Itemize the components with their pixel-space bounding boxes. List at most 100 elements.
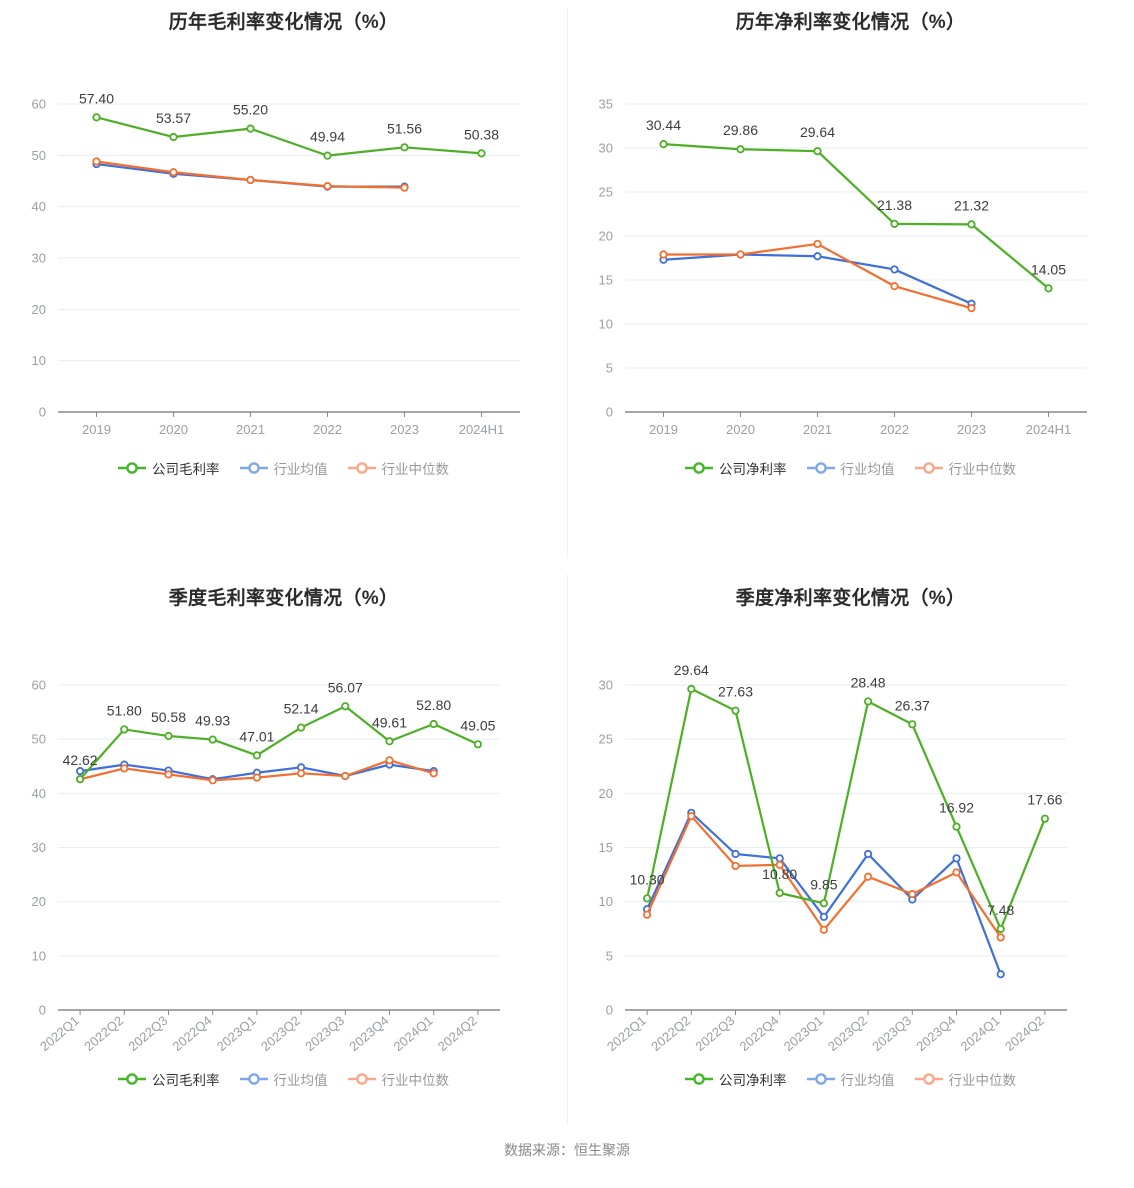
svg-text:5: 5 (606, 948, 613, 963)
svg-text:51.56: 51.56 (387, 120, 422, 136)
svg-text:29.64: 29.64 (674, 662, 709, 678)
plot-annual-net-margin: 0 5 10 15 20 25 30 35 2019 2020 2021 2022 2023 2024H1… (567, 34, 1134, 454)
svg-text:20: 20 (599, 786, 613, 801)
svg-text:60: 60 (32, 678, 46, 693)
svg-text:2023Q4: 2023Q4 (346, 1013, 391, 1054)
svg-text:40: 40 (32, 786, 46, 801)
svg-text:29.64: 29.64 (800, 124, 835, 140)
legend-item-industry-average[interactable]: 行业均值 (806, 458, 895, 478)
svg-text:26.37: 26.37 (895, 697, 930, 713)
legend-marker-company-icon (685, 1073, 713, 1085)
svg-text:17.66: 17.66 (1027, 792, 1062, 808)
legend-item-industry-average[interactable]: 行业均值 (239, 458, 328, 478)
svg-text:50.38: 50.38 (464, 126, 499, 142)
svg-text:21.38: 21.38 (877, 197, 912, 213)
legend-label-industry-median: 行业中位数 (948, 462, 1017, 477)
svg-text:60: 60 (32, 97, 46, 112)
legend-label-industry-average: 行业均值 (840, 1073, 895, 1088)
svg-text:2022Q3: 2022Q3 (692, 1013, 737, 1054)
chart-title-quarterly-gross-margin: 季度毛利率变化情况（%） (168, 588, 399, 609)
legend-item-company[interactable]: 公司净利率 (685, 1069, 787, 1089)
svg-text:2023Q1: 2023Q1 (214, 1013, 259, 1054)
plot-quarterly-gross-margin: 0 10 20 30 40 50 60 2022Q1 2022Q2 2022Q3 2022Q4 202… (0, 610, 567, 1065)
svg-text:2024Q1: 2024Q1 (958, 1013, 1003, 1054)
svg-text:28.48: 28.48 (851, 674, 886, 690)
svg-text:29.86: 29.86 (723, 122, 758, 138)
chart-title-quarterly-net-margin: 季度净利率变化情况（%） (735, 588, 966, 609)
svg-text:2023Q3: 2023Q3 (869, 1013, 914, 1054)
legend-item-industry-median[interactable]: 行业中位数 (347, 1069, 450, 1089)
svg-text:53.57: 53.57 (156, 110, 191, 126)
svg-text:21.32: 21.32 (954, 197, 989, 213)
legend-item-industry-median[interactable]: 行业中位数 (914, 1069, 1016, 1089)
svg-text:25: 25 (599, 185, 613, 200)
legend-marker-industry-median-icon (914, 462, 943, 474)
svg-text:2024H1: 2024H1 (1026, 422, 1072, 437)
legend-item-industry-median[interactable]: 行业中位数 (347, 458, 450, 478)
svg-text:30: 30 (599, 141, 613, 156)
legend-label-company: 公司净利率 (719, 462, 787, 477)
legend-item-company[interactable]: 公司净利率 (685, 458, 787, 478)
svg-text:40: 40 (32, 199, 46, 214)
legend-label-company: 公司净利率 (719, 1073, 787, 1088)
svg-text:2023Q4: 2023Q4 (913, 1013, 958, 1054)
svg-text:2020: 2020 (159, 422, 188, 437)
svg-text:2022: 2022 (880, 422, 909, 437)
legend-annual-net-margin: 公司净利率 行业均值 行业中位数 (567, 458, 1134, 478)
svg-text:2023Q3: 2023Q3 (302, 1013, 347, 1054)
svg-text:2022Q1: 2022Q1 (37, 1013, 82, 1054)
legend-marker-industry-median-icon (914, 1073, 943, 1085)
legend-marker-industry-median-icon (347, 1073, 376, 1085)
legend-marker-industry-average-icon (239, 462, 268, 474)
svg-text:2019: 2019 (82, 422, 111, 437)
legend-item-company[interactable]: 公司毛利率 (118, 458, 220, 478)
plot-annual-gross-margin: 0 10 20 30 40 50 60 2019 2020 2021 2022 2023 2024H1 5… (0, 34, 567, 454)
svg-text:10.30: 10.30 (630, 871, 665, 887)
panel-divider-top (567, 8, 568, 558)
svg-text:2022Q3: 2022Q3 (125, 1013, 170, 1054)
svg-text:2023: 2023 (390, 422, 419, 437)
svg-text:2023Q2: 2023Q2 (825, 1013, 870, 1054)
legend-marker-industry-average-icon (239, 1073, 268, 1085)
legend-quarterly-gross-margin: 公司毛利率 行业均值 行业中位数 (0, 1069, 567, 1089)
svg-text:2022Q1: 2022Q1 (604, 1013, 649, 1054)
svg-text:2019: 2019 (649, 422, 678, 437)
legend-label-company: 公司毛利率 (152, 1073, 220, 1088)
svg-text:20: 20 (32, 302, 46, 317)
svg-text:30: 30 (32, 251, 46, 266)
svg-text:2023: 2023 (957, 422, 986, 437)
svg-text:10: 10 (599, 317, 613, 332)
legend-marker-company-icon (118, 1073, 146, 1085)
svg-text:10.80: 10.80 (762, 866, 797, 882)
legend-label-industry-median: 行业中位数 (381, 462, 450, 477)
legend-label-industry-median: 行业中位数 (381, 1073, 450, 1088)
svg-text:50: 50 (32, 732, 46, 747)
svg-text:16.92: 16.92 (939, 800, 974, 816)
svg-text:27.63: 27.63 (718, 684, 753, 700)
svg-text:30: 30 (599, 678, 613, 693)
legend-item-company[interactable]: 公司毛利率 (118, 1069, 220, 1089)
svg-text:2022Q2: 2022Q2 (648, 1013, 693, 1054)
legend-marker-industry-median-icon (347, 462, 376, 474)
legend-annual-gross-margin: 公司毛利率 行业均值 行业中位数 (0, 458, 567, 478)
legend-item-industry-median[interactable]: 行业中位数 (914, 458, 1017, 478)
legend-marker-company-icon (685, 462, 713, 474)
panel-annual-gross-margin: 历年毛利率变化情况（%） 0 10 20 30 40 50 60 2019 2020 2021 20… (0, 0, 567, 566)
chart-canvas-annual-net-margin: 0 5 10 15 20 25 30 35 2019 2020 2021 2022 2023 2024H1… (599, 97, 1087, 437)
svg-text:2022: 2022 (313, 422, 342, 437)
svg-text:0: 0 (39, 1003, 46, 1018)
svg-text:14.05: 14.05 (1031, 261, 1066, 277)
svg-text:15: 15 (599, 840, 613, 855)
legend-label-company: 公司毛利率 (152, 462, 220, 477)
svg-text:47.01: 47.01 (239, 728, 274, 744)
svg-text:2022Q2: 2022Q2 (81, 1013, 126, 1054)
svg-text:42.62: 42.62 (63, 752, 98, 768)
legend-item-industry-average[interactable]: 行业均值 (806, 1069, 895, 1089)
panel-annual-net-margin: 历年净利率变化情况（%） 0 5 10 15 20 25 30 35 2019 2020 2021 2… (567, 0, 1134, 566)
legend-item-industry-average[interactable]: 行业均值 (239, 1069, 328, 1089)
legend-quarterly-net-margin: 公司净利率 行业均值 行业中位数 (567, 1069, 1134, 1089)
legend-marker-industry-average-icon (806, 1073, 835, 1085)
svg-text:10: 10 (32, 948, 46, 963)
